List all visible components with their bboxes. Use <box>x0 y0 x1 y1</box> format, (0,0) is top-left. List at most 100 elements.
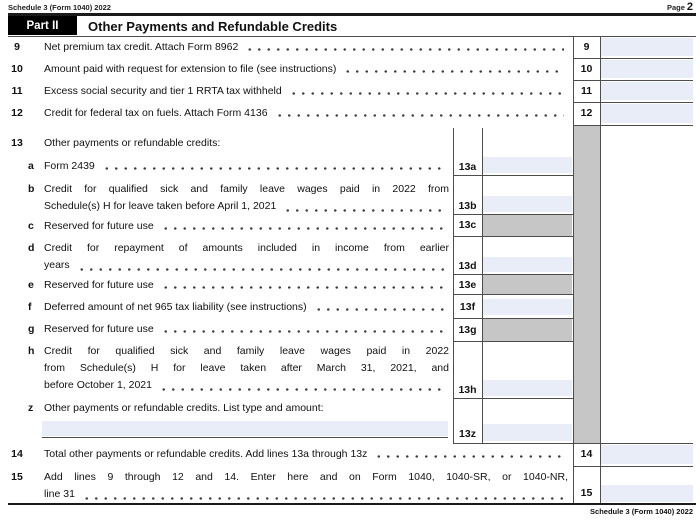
line-description: Total other payments or refundable credi… <box>44 448 368 460</box>
line-description: Net premium tax credit. Attach Form 8962 <box>44 41 239 53</box>
line-description: Reserved for future use <box>44 323 154 335</box>
page-indicator: Page 2 <box>667 1 693 13</box>
form-row-13h: h Credit for qualified sick and family le… <box>8 343 449 394</box>
line-number: 15 <box>11 471 23 483</box>
form-row-14: 14 Total other payments or refundable cre… <box>8 448 568 461</box>
line-description: Reserved for future use <box>44 220 154 232</box>
grid-hline <box>573 58 693 59</box>
line-description: line 31 <box>44 488 75 500</box>
line-13h-amount-field[interactable] <box>483 380 572 396</box>
line-12-box-label: 12 <box>580 107 593 119</box>
line-number: 14 <box>11 448 23 460</box>
grid-vline <box>573 36 574 504</box>
line-10-box-label: 10 <box>580 63 593 75</box>
grid-hline <box>573 102 693 103</box>
header-bottom-rule <box>8 36 696 37</box>
dot-leader <box>81 486 564 503</box>
line-number: 9 <box>14 41 20 53</box>
grid-hline <box>453 175 573 176</box>
line-letter: b <box>28 183 35 195</box>
grid-hline <box>573 125 693 126</box>
dot-leader <box>160 220 445 233</box>
page-label: Page <box>666 3 685 12</box>
form-row-10: 10 Amount paid with request for extension… <box>8 63 568 76</box>
line-letter: g <box>28 323 35 335</box>
line-description: years <box>44 259 70 271</box>
line-13f-box-label: 13f <box>459 301 476 313</box>
line-13a-amount-field[interactable] <box>483 157 572 173</box>
part-ii-badge: Part II <box>8 16 77 35</box>
line-10-amount-field[interactable] <box>601 60 693 78</box>
line-13d-box-label: 13d <box>458 260 477 272</box>
line-13z-type-amount-field[interactable] <box>42 421 448 436</box>
line-13b-amount-field[interactable] <box>483 196 572 212</box>
dot-leader <box>274 107 564 120</box>
bottom-heavy-rule <box>8 503 696 505</box>
line-description: Reserved for future use <box>44 279 154 291</box>
line-13z-amount-field[interactable] <box>483 424 572 441</box>
line-description: Amount paid with request for extension t… <box>44 63 337 75</box>
line-letter: h <box>28 345 35 357</box>
grid-hline <box>573 80 693 81</box>
line-13a-box-label: 13a <box>458 161 477 173</box>
line-13f-amount-field[interactable] <box>483 299 572 315</box>
form-row-13a: a Form 2439 <box>8 160 449 173</box>
top-heavy-rule <box>8 13 696 16</box>
line-description: Credit for repayment of amounts included… <box>44 242 449 254</box>
line-11-amount-field[interactable] <box>601 82 693 100</box>
description-line: Schedule(s) H for leave taken before Apr… <box>44 198 449 215</box>
form-row-13c: c Reserved for future use <box>8 220 449 233</box>
grid-hline <box>453 318 573 319</box>
line-number: 11 <box>11 85 23 97</box>
line-letter: e <box>28 279 34 291</box>
grid-hline <box>453 236 573 237</box>
line-13b-box-label: 13b <box>458 200 477 212</box>
dot-leader <box>374 448 564 461</box>
line-14-amount-field[interactable] <box>601 445 693 464</box>
line-description: Credit for qualified sick and family lea… <box>44 183 449 195</box>
grid-hline <box>453 214 573 215</box>
dot-leader <box>160 279 445 292</box>
line-9-amount-field[interactable] <box>601 38 693 56</box>
line-13h-box-label: 13h <box>458 384 477 396</box>
line-13e-reserved-field <box>483 275 572 294</box>
description-line: b Credit for qualified sick and family le… <box>8 181 449 198</box>
line-12-amount-field[interactable] <box>601 104 693 123</box>
form-row-13g: g Reserved for future use <box>8 323 449 336</box>
grid-hline <box>453 341 573 342</box>
description-line: line 31 <box>44 486 568 503</box>
page-number: 2 <box>686 1 693 13</box>
form-row-13f: f Deferred amount of net 965 tax liabilit… <box>8 301 449 314</box>
line-13c-reserved-field <box>483 215 572 236</box>
line-description: Other payments or refundable credits: <box>44 137 221 149</box>
form-row-11: 11 Excess social security and tier 1 RRTA… <box>8 85 568 98</box>
dot-leader <box>288 85 564 98</box>
form-row-13b: b Credit for qualified sick and family le… <box>8 181 449 215</box>
grid-vline <box>482 128 483 443</box>
line-letter: a <box>28 160 34 172</box>
line-15-amount-field[interactable] <box>601 485 693 502</box>
grid-hline <box>453 398 573 399</box>
description-line: 15 Add lines 9 through 12 and 14. Enter h… <box>8 469 568 486</box>
line-13z-box-label: 13z <box>459 428 476 440</box>
line-13z-write-in-rule <box>42 437 448 438</box>
part-ii-title: Other Payments and Refundable Credits <box>88 19 338 34</box>
line-description: Add lines 9 through 12 and 14. Enter her… <box>44 471 568 483</box>
line-13e-box-label: 13e <box>458 279 477 291</box>
dot-leader <box>343 63 564 76</box>
form-id-header: Schedule 3 (Form 1040) 2022 <box>8 3 111 12</box>
form-id-footer: Schedule 3 (Form 1040) 2022 <box>590 507 693 516</box>
description-line: years <box>44 257 449 274</box>
description-line: d Credit for repayment of amounts include… <box>8 240 449 257</box>
line-description: Credit for qualified sick and family lea… <box>44 345 449 357</box>
line-13d-amount-field[interactable] <box>483 257 572 272</box>
line-letter: f <box>28 301 32 313</box>
grid-hline <box>453 294 573 295</box>
dot-leader <box>101 160 445 173</box>
dot-leader <box>313 301 445 314</box>
line-13c-box-label: 13c <box>458 219 477 231</box>
line-description: Schedule(s) H for leave taken before Apr… <box>44 200 277 212</box>
line-14-box-label: 14 <box>580 448 593 460</box>
form-row-13e: e Reserved for future use <box>8 279 449 292</box>
line-description: Deferred amount of net 965 tax liability… <box>44 301 307 313</box>
